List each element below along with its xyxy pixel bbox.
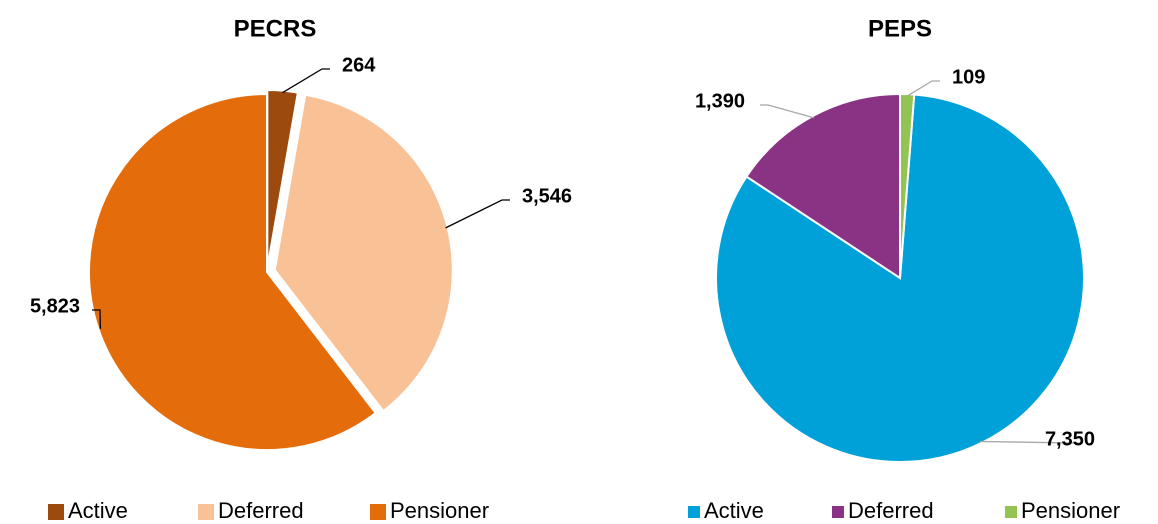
data-label: 1,390: [695, 90, 745, 112]
chart-title: PEPS: [868, 15, 932, 42]
legend-label: Pensioner: [1021, 498, 1120, 523]
data-label: 5,823: [30, 295, 80, 317]
data-label: 3,546: [522, 185, 572, 207]
legend-swatch: [370, 504, 386, 520]
data-label: 7,350: [1045, 428, 1095, 450]
chart-title: PECRS: [234, 15, 317, 42]
legend-label: Active: [68, 498, 128, 523]
legend-swatch: [1005, 506, 1017, 518]
pie-slice: [266, 89, 300, 269]
leader-line: [760, 104, 814, 119]
data-label: 109: [952, 66, 985, 88]
pie-slice: [745, 92, 901, 280]
legend-label: Deferred: [848, 498, 934, 523]
leader-line: [282, 68, 330, 94]
pie-slice: [899, 92, 916, 279]
leader-line: [92, 309, 102, 329]
legend-swatch: [198, 504, 214, 520]
leader-line: [906, 80, 940, 97]
legend-label: Active: [704, 498, 764, 523]
leader-line: [979, 440, 1083, 444]
legend-swatch: [832, 506, 844, 518]
legend-label: Deferred: [218, 498, 304, 523]
legend-swatch: [688, 506, 700, 518]
leader-line: [445, 199, 510, 229]
legend-label: Pensioner: [390, 498, 489, 523]
pie-slice: [88, 92, 378, 451]
data-label: 264: [342, 54, 376, 76]
legend-swatch: [48, 504, 64, 520]
